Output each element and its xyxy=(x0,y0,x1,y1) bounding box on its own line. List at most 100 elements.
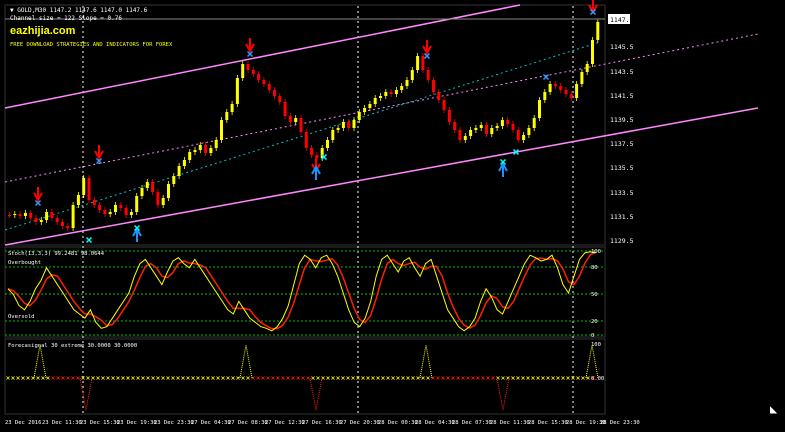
candle-body xyxy=(564,90,568,94)
forecast-marker xyxy=(96,376,100,380)
cross-marker-icon xyxy=(542,73,550,81)
forecast-marker xyxy=(86,376,90,380)
channel-info: Channel size = 122 Slope = 0.76 xyxy=(10,15,122,22)
candle-body xyxy=(569,94,573,98)
forecast-marker xyxy=(266,376,270,380)
candle-body xyxy=(34,218,38,222)
forecast-marker xyxy=(566,376,570,380)
forecast-marker xyxy=(356,376,360,380)
cross-marker-icon xyxy=(34,199,42,207)
forecast-axis-label: 100 xyxy=(591,342,601,348)
candle-body xyxy=(167,184,170,198)
forecast-marker xyxy=(256,376,260,380)
candle-body xyxy=(193,150,197,152)
candle-body xyxy=(151,182,155,192)
price-axis-label: 1145.5 xyxy=(610,43,634,51)
candle-body xyxy=(188,152,192,160)
candle-body xyxy=(204,145,208,153)
candle-body xyxy=(453,122,457,130)
candle-body xyxy=(50,212,54,218)
forecast-marker xyxy=(401,376,405,380)
stoch-axis-label: 20 xyxy=(591,319,598,325)
candle-body xyxy=(145,182,149,188)
candle-body xyxy=(304,132,308,148)
forecast-marker xyxy=(76,376,80,380)
forecast-marker xyxy=(516,376,520,380)
time-axis-label: 23 Dec 2016 xyxy=(5,420,41,426)
forecast-marker xyxy=(346,376,350,380)
forecast-marker xyxy=(581,376,585,380)
down-arrow-icon xyxy=(422,40,432,56)
forecast-marker xyxy=(221,376,225,380)
forecast-marker xyxy=(56,376,60,380)
forecast-marker xyxy=(226,376,230,380)
price-axis-label: 1135.5 xyxy=(610,164,634,172)
forecast-marker xyxy=(471,376,475,380)
up-arrow-icon xyxy=(498,161,508,177)
candle-body xyxy=(140,188,144,196)
forecast-marker xyxy=(286,376,290,380)
forecast-marker xyxy=(61,376,65,380)
candle-body xyxy=(98,205,102,210)
time-axis-label: 27 Dec 16:30 xyxy=(302,420,342,426)
forecast-marker xyxy=(491,376,495,380)
candle-body xyxy=(198,145,202,150)
forecast-marker xyxy=(46,376,50,380)
price-axis-label: 1137.5 xyxy=(610,140,634,148)
candle-body xyxy=(71,205,75,228)
forecast-marker xyxy=(571,376,575,380)
time-axis-label: 28 Dec 23:30 xyxy=(600,420,640,426)
candle-body xyxy=(273,90,276,96)
forecast-marker xyxy=(216,376,220,380)
candle-body xyxy=(357,112,361,120)
forecast-marker xyxy=(336,376,340,380)
candle-body xyxy=(103,210,107,214)
forecast-spike xyxy=(79,377,93,411)
forecast-marker xyxy=(51,376,55,380)
forecast-marker xyxy=(316,376,320,380)
time-axis-label: 23 Dec 23:30 xyxy=(154,420,194,426)
forecast-marker xyxy=(271,376,275,380)
forecast-marker xyxy=(191,376,195,380)
forecast-marker xyxy=(181,376,185,380)
forecast-marker xyxy=(246,376,250,380)
candle-body xyxy=(432,80,435,92)
forecast-marker xyxy=(526,376,530,380)
forecast-marker xyxy=(421,376,425,380)
candle-body xyxy=(506,120,510,124)
forecast-marker xyxy=(556,376,560,380)
forecast-marker xyxy=(441,376,445,380)
symbol-line: ▼ GOLD,M30 1147.2 1147.6 1147.0 1147.6 xyxy=(10,7,148,14)
forecast-marker xyxy=(26,376,30,380)
candlesticks xyxy=(8,19,600,231)
candle-body xyxy=(135,196,139,212)
time-axis-label: 28 Dec 04:30 xyxy=(415,420,455,426)
forecast-marker xyxy=(186,376,190,380)
brand-title: eazhijia.com xyxy=(10,25,76,37)
candle-body xyxy=(241,64,245,78)
forecast-marker xyxy=(281,376,285,380)
forecast-marker xyxy=(371,376,375,380)
candle-body xyxy=(288,116,292,122)
forecast-marker xyxy=(101,376,105,380)
candle-body xyxy=(82,178,86,195)
candle-body xyxy=(39,220,43,222)
candle-body xyxy=(575,84,579,98)
forecast-marker xyxy=(211,376,215,380)
price-axis-label: 1141.5 xyxy=(610,92,634,100)
forecast-marker xyxy=(591,376,595,380)
signal-markers xyxy=(33,0,598,244)
candle-body xyxy=(405,80,409,86)
forecast-marker xyxy=(551,376,555,380)
candle-body xyxy=(92,200,96,205)
forecast-marker xyxy=(541,376,545,380)
candle-body xyxy=(543,92,547,100)
forecast-marker xyxy=(81,376,85,380)
scroll-corner-icon[interactable]: ◣ xyxy=(770,402,778,416)
forecast-marker xyxy=(436,376,440,380)
candle-body xyxy=(522,135,526,140)
candle-body xyxy=(495,126,499,128)
forecast-marker xyxy=(301,376,305,380)
